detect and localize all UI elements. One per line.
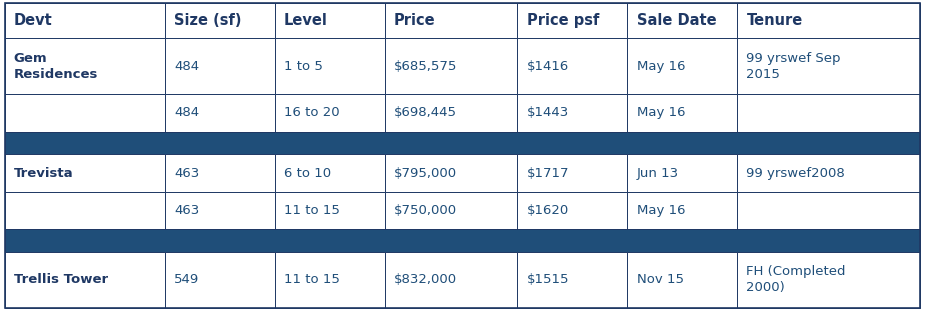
Bar (627, 252, 737, 308)
Text: 1 to 5: 1 to 5 (284, 60, 323, 73)
Text: $1416: $1416 (526, 60, 569, 73)
Text: 549: 549 (174, 273, 200, 286)
Bar (5, 155, 165, 192)
Bar (165, 155, 275, 192)
Text: May 16: May 16 (636, 106, 685, 119)
Bar (385, 38, 517, 94)
Text: 463: 463 (174, 167, 200, 180)
Bar (517, 3, 627, 38)
Bar (385, 192, 517, 229)
Bar (517, 38, 627, 94)
Text: 6 to 10: 6 to 10 (284, 167, 331, 180)
Text: Gem
Residences: Gem Residences (14, 52, 98, 81)
Text: FH (Completed
2000): FH (Completed 2000) (746, 265, 846, 295)
Bar (517, 155, 627, 192)
Bar (165, 38, 275, 94)
Text: Size (sf): Size (sf) (174, 13, 241, 28)
Text: Devt: Devt (14, 13, 53, 28)
Bar (737, 38, 920, 94)
Bar (275, 94, 385, 132)
Bar (385, 3, 517, 38)
Text: 16 to 20: 16 to 20 (284, 106, 339, 119)
Bar (165, 192, 275, 229)
Text: $685,575: $685,575 (394, 60, 457, 73)
Text: Trevista: Trevista (14, 167, 73, 180)
Text: Sale Date: Sale Date (636, 13, 716, 28)
Bar (627, 3, 737, 38)
Text: 484: 484 (174, 60, 199, 73)
Text: $750,000: $750,000 (394, 204, 457, 217)
Bar (5, 38, 165, 94)
Bar (737, 155, 920, 192)
Text: Tenure: Tenure (746, 13, 803, 28)
Bar (737, 252, 920, 308)
Text: $698,445: $698,445 (394, 106, 457, 119)
Bar (275, 155, 385, 192)
Bar (627, 94, 737, 132)
Text: 484: 484 (174, 106, 199, 119)
Bar (5, 3, 165, 38)
Bar (737, 3, 920, 38)
Text: Price: Price (394, 13, 436, 28)
Text: Level: Level (284, 13, 327, 28)
Bar (275, 3, 385, 38)
Bar (627, 38, 737, 94)
Bar (5, 94, 165, 132)
Text: May 16: May 16 (636, 60, 685, 73)
Bar (517, 252, 627, 308)
Bar (5, 192, 165, 229)
Bar (165, 94, 275, 132)
Bar (627, 192, 737, 229)
Text: $795,000: $795,000 (394, 167, 457, 180)
Text: $1717: $1717 (526, 167, 569, 180)
Bar (737, 94, 920, 132)
Text: 99 yrswef2008: 99 yrswef2008 (746, 167, 845, 180)
Text: Jun 13: Jun 13 (636, 167, 679, 180)
Bar (5, 132, 920, 155)
Text: $1620: $1620 (526, 204, 569, 217)
Text: Nov 15: Nov 15 (636, 273, 684, 286)
Text: 11 to 15: 11 to 15 (284, 273, 339, 286)
Text: 11 to 15: 11 to 15 (284, 204, 339, 217)
Text: $1515: $1515 (526, 273, 569, 286)
Bar (385, 252, 517, 308)
Bar (517, 192, 627, 229)
Bar (275, 252, 385, 308)
Bar (385, 94, 517, 132)
Bar (275, 192, 385, 229)
Text: May 16: May 16 (636, 204, 685, 217)
Bar (627, 155, 737, 192)
Text: $832,000: $832,000 (394, 273, 457, 286)
Text: 99 yrswef Sep
2015: 99 yrswef Sep 2015 (746, 52, 841, 81)
Bar (165, 3, 275, 38)
Bar (517, 94, 627, 132)
Text: Price psf: Price psf (526, 13, 599, 28)
Text: Trellis Tower: Trellis Tower (14, 273, 108, 286)
Text: $1443: $1443 (526, 106, 569, 119)
Bar (5, 252, 165, 308)
Bar (275, 38, 385, 94)
Bar (5, 229, 920, 252)
Bar (385, 155, 517, 192)
Bar (737, 192, 920, 229)
Text: 463: 463 (174, 204, 200, 217)
Bar (165, 252, 275, 308)
